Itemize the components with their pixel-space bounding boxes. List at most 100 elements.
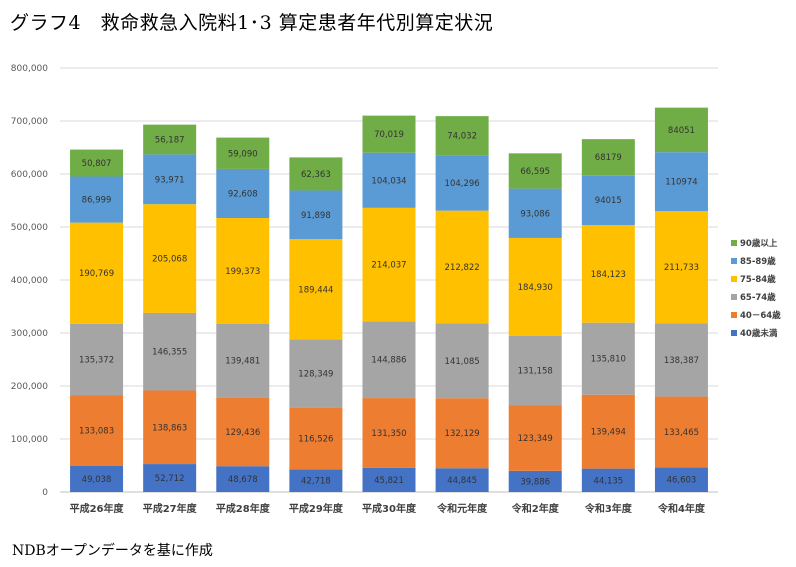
x-category-label: 平成29年度 (289, 502, 344, 515)
bar-segment (581, 322, 635, 395)
data-label: 132,129 (445, 429, 480, 439)
data-label: 135,372 (79, 356, 114, 366)
data-label: 146,355 (152, 348, 187, 358)
data-label: 86,999 (82, 196, 112, 206)
data-label: 123,349 (518, 434, 553, 444)
data-label: 199,373 (225, 267, 260, 277)
data-label: 45,821 (374, 476, 404, 486)
x-category-label: 令和2年度 (511, 502, 560, 515)
bar-segment (216, 137, 270, 169)
bar-segment (216, 218, 270, 324)
bar-segment (435, 210, 489, 324)
bar-segment (289, 407, 343, 470)
legend-swatch (731, 258, 737, 264)
data-label: 39,886 (520, 477, 550, 487)
data-label: 211,733 (664, 263, 699, 273)
bar-segment (70, 222, 124, 324)
data-label: 92,608 (228, 189, 258, 199)
legend-label: 40歳未満 (740, 328, 778, 339)
data-label: 131,350 (371, 429, 406, 439)
bar-segment (362, 321, 416, 399)
bar-segment (143, 124, 197, 155)
bar-segment (435, 468, 489, 492)
y-tick-label: 200,000 (11, 382, 48, 392)
y-tick-label: 600,000 (11, 170, 48, 180)
bar-segment (362, 207, 416, 322)
data-label: 62,363 (301, 170, 331, 180)
bar-segment (654, 107, 708, 153)
y-tick-label: 800,000 (11, 64, 48, 74)
bar-segment (435, 398, 489, 469)
bar-segment (70, 149, 124, 177)
legend-swatch (731, 240, 737, 246)
bar-segment (362, 115, 416, 153)
y-tick-label: 0 (42, 488, 48, 498)
data-label: 74,032 (447, 132, 477, 142)
bar-segment (216, 168, 270, 219)
legend-label: 75-84歳 (740, 274, 776, 285)
source-note: NDBオープンデータを基に作成 (12, 543, 213, 559)
legend: 90歳以上 85-89歳 75-84歳 65-74歳 40－64歳 40歳未満 (731, 238, 781, 339)
data-label: 84051 (668, 126, 695, 136)
data-label: 205,068 (152, 255, 187, 265)
data-label: 189,444 (298, 285, 333, 295)
data-label: 68179 (595, 153, 622, 163)
bar-segment (654, 152, 708, 212)
bar-segment (216, 397, 270, 467)
bar-segment (508, 237, 562, 336)
legend-swatch (731, 312, 737, 318)
y-axis-ticks: 0 100,000 200,000 300,000 400,000 500,000 600,… (11, 64, 48, 498)
bar-segment (362, 152, 416, 208)
legend-label: 85-89歳 (740, 256, 776, 267)
bar-segment (289, 190, 343, 240)
legend-swatch (731, 330, 737, 336)
data-label: 52,712 (155, 474, 185, 484)
data-label: 138,387 (664, 356, 699, 366)
bar-segment (289, 239, 343, 340)
data-label: 131,158 (518, 367, 553, 377)
bar-segment (581, 175, 635, 226)
data-label: 93,086 (520, 209, 550, 219)
data-label: 129,436 (225, 428, 260, 438)
bar-segment (581, 468, 635, 492)
bar-segment (70, 395, 124, 467)
data-label: 104,296 (445, 179, 480, 189)
x-category-label: 令和元年度 (436, 502, 488, 515)
bar-segment (508, 470, 562, 492)
x-category-label: 平成30年度 (362, 502, 417, 515)
data-label: 144,886 (371, 356, 406, 366)
data-label: 184,930 (518, 283, 553, 293)
bar-segment (435, 155, 489, 211)
bar-segment (654, 467, 708, 492)
bar-segment (508, 153, 562, 189)
legend-swatch (731, 276, 737, 282)
legend-label: 65-74歳 (740, 292, 776, 303)
data-label: 91,898 (301, 211, 331, 221)
data-label: 212,822 (445, 263, 480, 273)
data-label: 135,810 (591, 355, 626, 365)
data-label: 214,037 (371, 261, 406, 271)
legend-swatch (731, 294, 737, 300)
data-label: 42,718 (301, 477, 331, 487)
data-label: 128,349 (298, 370, 333, 380)
legend-label: 40－64歳 (740, 310, 781, 321)
data-label: 48,678 (228, 475, 258, 485)
bar-segment (143, 390, 197, 465)
bar-segment (362, 467, 416, 492)
chart-title: グラフ4 救命救急入院料1･3 算定患者年代別算定状況 (10, 12, 494, 34)
bar-segment (581, 394, 635, 469)
data-label: 93,971 (155, 175, 185, 185)
data-label: 59,090 (228, 149, 258, 159)
bar-segment (143, 154, 197, 205)
bar-segment (289, 157, 343, 191)
bar-segment (654, 323, 708, 397)
bar-segment (289, 469, 343, 492)
data-label: 94015 (595, 196, 622, 206)
data-label: 139,494 (591, 428, 626, 438)
data-label: 190,769 (79, 269, 114, 279)
x-category-label: 平成28年度 (216, 502, 271, 515)
x-category-label: 令和3年度 (584, 502, 633, 515)
data-label: 66,595 (520, 167, 550, 177)
bar-segment (508, 188, 562, 238)
